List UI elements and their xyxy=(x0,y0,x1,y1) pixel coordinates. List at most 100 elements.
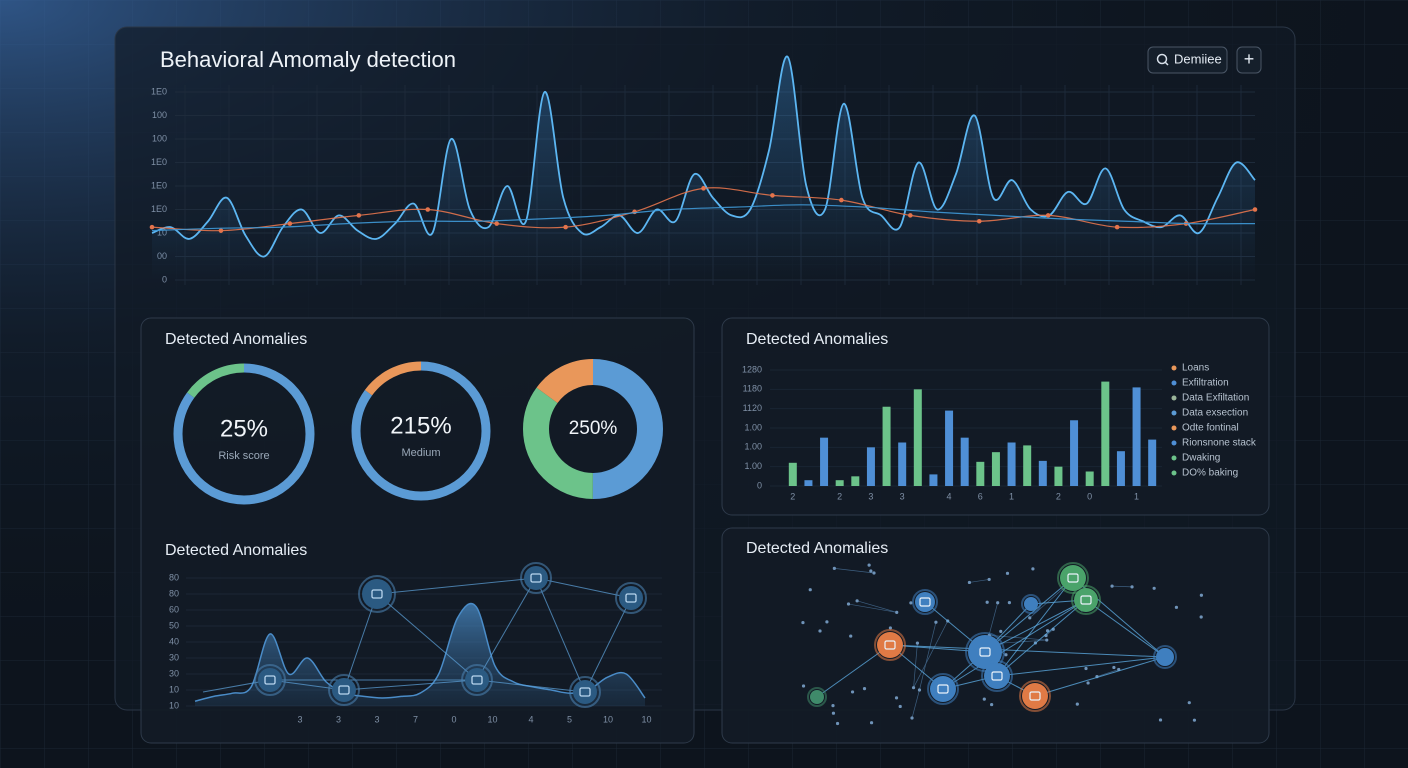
network-dot xyxy=(869,721,874,725)
legend-swatch xyxy=(1171,470,1177,476)
bar xyxy=(1007,442,1016,486)
donut-center-label: 250% xyxy=(569,418,618,439)
network-dot xyxy=(990,702,994,707)
network-dot xyxy=(831,711,836,715)
network-node xyxy=(810,690,824,704)
network-node xyxy=(358,575,396,613)
network-dot xyxy=(987,577,991,582)
x-tick-label: 6 xyxy=(978,491,983,501)
node-icon xyxy=(530,573,542,583)
line-marker xyxy=(976,218,982,224)
node-icon xyxy=(1029,691,1041,701)
network-dot xyxy=(1130,585,1134,589)
network-dot xyxy=(917,688,922,692)
network-node xyxy=(573,680,597,704)
network-node xyxy=(1071,585,1101,615)
network-dot xyxy=(1031,567,1035,571)
x-tick-label: 1 xyxy=(1134,491,1139,501)
network-node xyxy=(1156,648,1174,666)
network-link xyxy=(989,634,1047,641)
network-dot xyxy=(1045,638,1049,642)
add-button[interactable] xyxy=(1236,46,1262,74)
network-dot xyxy=(1158,718,1163,722)
donut-center-label: 215% xyxy=(390,412,451,439)
x-tick-label: 2 xyxy=(1056,491,1061,501)
network-link xyxy=(969,579,990,583)
network-dot xyxy=(915,641,920,645)
network-dot xyxy=(818,629,822,633)
network-dot xyxy=(934,620,938,624)
legend-swatch xyxy=(1171,410,1177,416)
network-node xyxy=(1060,565,1086,591)
network-dot xyxy=(1028,616,1032,620)
network-dot xyxy=(910,716,914,720)
bar xyxy=(1101,381,1110,486)
network-node xyxy=(328,674,360,706)
y-tick-label: 60 xyxy=(169,604,179,614)
network-node xyxy=(1024,597,1038,611)
bar xyxy=(945,410,954,486)
bar xyxy=(1132,387,1141,486)
line-marker xyxy=(218,228,224,233)
y-tick-label: 50 xyxy=(169,620,179,630)
x-tick-label: 1 xyxy=(1009,491,1014,501)
legend-swatch xyxy=(1171,365,1177,371)
legend-label: DO% baking xyxy=(1182,468,1238,479)
network-dot xyxy=(831,704,835,708)
network-node xyxy=(615,582,647,614)
network-dot xyxy=(1007,601,1011,605)
network-link xyxy=(1096,669,1119,677)
network-link xyxy=(343,593,378,691)
node-icon xyxy=(991,671,1003,681)
x-tick-label: 3 xyxy=(297,714,302,724)
network-link xyxy=(269,679,345,691)
network-node xyxy=(258,668,282,692)
panel-title: Detected Anomalies xyxy=(165,542,307,559)
legend-label: Data Exfiltation xyxy=(1182,393,1249,404)
network-dot xyxy=(872,571,876,575)
search-button-label: Demiiee xyxy=(1174,51,1222,66)
network-dot xyxy=(867,563,871,567)
legend-swatch xyxy=(1171,440,1177,446)
network-link xyxy=(535,577,586,693)
node-icon xyxy=(919,597,931,607)
node-icon xyxy=(264,675,276,685)
network-node xyxy=(520,562,552,594)
network-dot xyxy=(1004,653,1008,657)
network-dot xyxy=(1084,666,1088,671)
y-tick-label: 1.00 xyxy=(744,461,762,471)
x-tick-label: 10 xyxy=(641,714,651,724)
bar xyxy=(1038,460,1047,486)
network-link xyxy=(942,599,1087,690)
line-marker xyxy=(287,221,293,226)
donut-segment xyxy=(173,363,315,505)
search-button[interactable] xyxy=(1147,46,1228,74)
line-marker xyxy=(1114,224,1120,230)
network-link xyxy=(996,599,1087,677)
legend-swatch xyxy=(1171,380,1177,386)
node-icon xyxy=(979,647,991,657)
network-link xyxy=(1085,599,1166,658)
bar xyxy=(1085,471,1094,486)
network-link xyxy=(535,577,632,599)
panel xyxy=(140,317,695,744)
network-dot xyxy=(1199,593,1203,597)
network-node xyxy=(461,664,493,696)
node-icon xyxy=(937,684,949,694)
network-dot xyxy=(1086,681,1090,685)
y-tick-label: 1.00 xyxy=(744,442,762,452)
node-icon xyxy=(579,687,591,697)
legend-label: Dwaking xyxy=(1182,453,1220,464)
line-marker xyxy=(563,224,568,230)
bar xyxy=(835,480,844,486)
bar xyxy=(866,447,875,486)
network-node xyxy=(619,586,643,610)
bar xyxy=(991,452,1000,486)
panel xyxy=(721,317,1270,516)
network-link xyxy=(919,622,937,691)
network-dot xyxy=(855,599,859,603)
network-dot xyxy=(801,620,805,625)
network-link xyxy=(1034,656,1166,697)
